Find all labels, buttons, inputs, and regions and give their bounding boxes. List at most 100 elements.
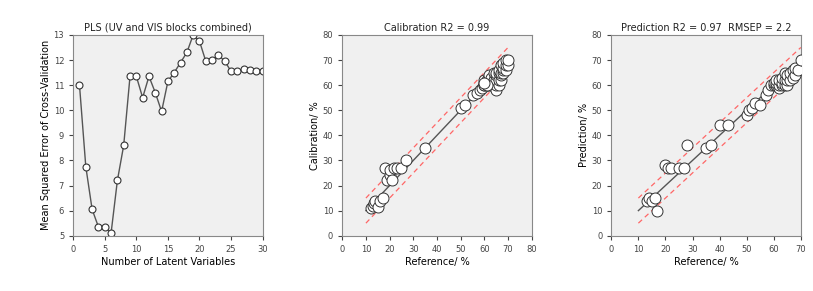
Point — [502, 63, 515, 68]
Point — [767, 83, 780, 87]
Point — [792, 68, 805, 72]
Point — [473, 88, 486, 93]
Point — [767, 80, 780, 85]
Point — [640, 198, 653, 203]
Point — [772, 78, 785, 82]
Point — [483, 73, 496, 77]
Point — [471, 90, 484, 95]
Point — [772, 85, 785, 90]
Point — [497, 60, 510, 65]
Point — [388, 166, 401, 170]
Point — [494, 70, 507, 75]
Point — [485, 80, 498, 85]
Point — [778, 70, 791, 75]
Point — [378, 166, 391, 170]
Point — [778, 78, 791, 82]
Point — [367, 201, 380, 205]
Point — [478, 80, 491, 85]
Point — [659, 163, 672, 168]
Point — [680, 143, 693, 148]
Point — [713, 123, 726, 127]
Point — [480, 83, 493, 87]
Point — [499, 63, 512, 68]
Point — [746, 105, 759, 110]
Point — [494, 78, 507, 82]
Point — [478, 80, 491, 85]
Point — [489, 73, 502, 77]
Point — [762, 88, 775, 93]
Point — [483, 83, 496, 87]
Point — [483, 80, 496, 85]
Point — [454, 105, 467, 110]
Point — [759, 93, 772, 97]
Point — [770, 80, 783, 85]
Point — [780, 78, 793, 82]
Point — [794, 58, 807, 62]
Point — [743, 108, 756, 113]
Title: PLS (UV and VIS blocks combined): PLS (UV and VIS blocks combined) — [84, 23, 252, 33]
Point — [740, 113, 753, 118]
Point — [385, 178, 398, 183]
Point — [364, 206, 377, 210]
Point — [778, 83, 791, 87]
Point — [487, 80, 500, 85]
Point — [483, 78, 496, 82]
Point — [492, 70, 505, 75]
Title: Calibration R2 = 0.99: Calibration R2 = 0.99 — [385, 23, 489, 33]
X-axis label: Reference/ %: Reference/ % — [674, 256, 738, 267]
Point — [721, 123, 734, 127]
Point — [369, 198, 382, 203]
Point — [499, 68, 512, 72]
Point — [748, 100, 761, 105]
Point — [419, 146, 432, 150]
Point — [487, 70, 500, 75]
Point — [494, 73, 507, 77]
Point — [489, 83, 502, 87]
Y-axis label: Mean Squared Error of Cross-Validation: Mean Squared Error of Cross-Validation — [41, 40, 50, 230]
Point — [497, 65, 510, 70]
Point — [678, 166, 691, 170]
Point — [478, 83, 491, 87]
Point — [459, 103, 472, 107]
Point — [400, 158, 413, 163]
Point — [786, 75, 799, 80]
Point — [487, 83, 500, 87]
Point — [648, 196, 661, 200]
Point — [466, 93, 479, 97]
Point — [480, 78, 493, 82]
Point — [485, 78, 498, 82]
Point — [478, 83, 491, 87]
Point — [789, 65, 802, 70]
Point — [492, 68, 505, 72]
Point — [480, 83, 493, 87]
Point — [646, 198, 659, 203]
Point — [672, 166, 685, 170]
Point — [497, 70, 510, 75]
Point — [492, 83, 505, 87]
Point — [395, 166, 408, 170]
Point — [487, 78, 500, 82]
Point — [374, 198, 387, 203]
Point — [764, 83, 777, 87]
Point — [483, 75, 496, 80]
Point — [699, 146, 712, 150]
Point — [372, 205, 385, 209]
Point — [380, 178, 393, 183]
Point — [770, 78, 783, 82]
Point — [780, 73, 793, 77]
Point — [497, 68, 510, 72]
Point — [476, 85, 489, 90]
Point — [485, 83, 498, 87]
Y-axis label: Calibration/ %: Calibration/ % — [310, 101, 320, 170]
Point — [478, 78, 491, 82]
Point — [367, 203, 380, 208]
Point — [383, 173, 396, 178]
Point — [664, 166, 677, 170]
Point — [502, 58, 515, 62]
Point — [784, 78, 797, 82]
Point — [786, 68, 799, 72]
Point — [376, 196, 389, 200]
Point — [780, 83, 793, 87]
Y-axis label: Prediction/ %: Prediction/ % — [579, 103, 589, 167]
Point — [770, 83, 783, 87]
